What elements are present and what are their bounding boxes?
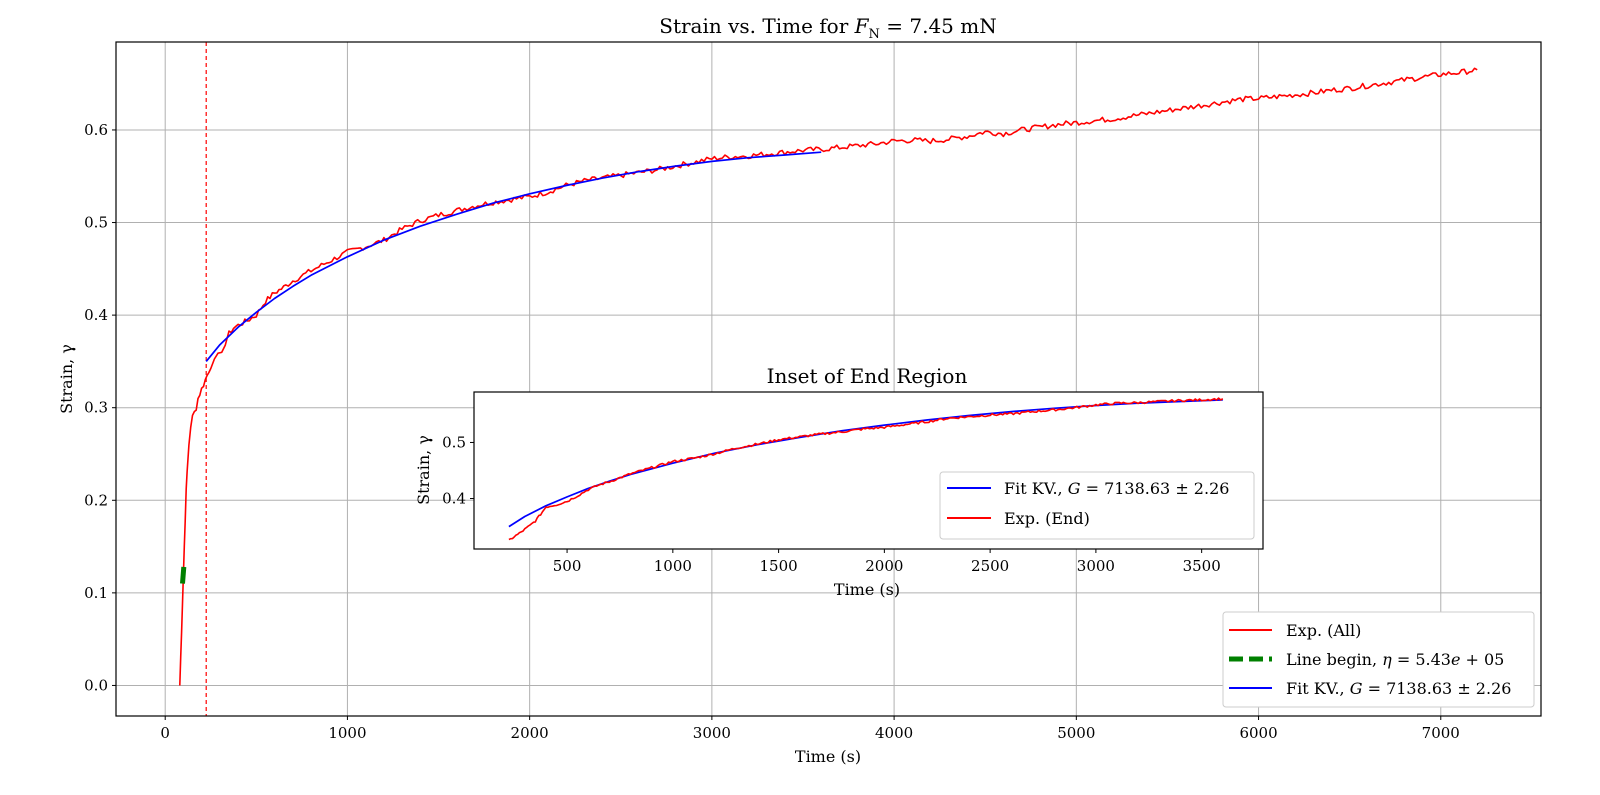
inset-legend-box bbox=[939, 471, 1255, 540]
x-tick-label: 1000 bbox=[654, 557, 692, 575]
y-tick-label: 0.5 bbox=[84, 214, 108, 232]
main-series-layer bbox=[179, 42, 1478, 716]
y-tick-label: 0.6 bbox=[84, 121, 108, 139]
main-title-subscript: N bbox=[869, 27, 880, 42]
series-line-line-begin-5-43e-05 bbox=[180, 566, 187, 584]
inset-plot-frame bbox=[473, 391, 1264, 550]
main-legend-linebegin-label: Line begin, η = 5.43e + 05 bbox=[1286, 650, 1504, 669]
main-legend-box bbox=[1222, 611, 1535, 708]
x-tick-label: 500 bbox=[553, 557, 582, 575]
x-tick-label: 3000 bbox=[693, 724, 731, 742]
main-x-axis-ticks: 0 1000 2000 3000 4000 5000 6000 7000 bbox=[160, 716, 1460, 742]
main-title-symbol: F bbox=[854, 14, 870, 38]
inset-chart-title: Inset of End Region bbox=[767, 364, 968, 388]
x-tick-label: 0 bbox=[160, 724, 170, 742]
inset-x-axis-ticks: 500 1000 1500 2000 2500 3000 3500 bbox=[553, 549, 1221, 575]
main-legend-exp-label: Exp. (All) bbox=[1286, 621, 1361, 640]
x-tick-label: 2500 bbox=[971, 557, 1009, 575]
inset-legend: Fit KV., G = 7138.63 ± 2.26 Exp. (End) bbox=[939, 471, 1255, 540]
x-tick-label: 4000 bbox=[875, 724, 913, 742]
y-tick-label: 0.5 bbox=[442, 433, 466, 451]
inset-x-axis-label: Time (s) bbox=[834, 580, 900, 599]
main-plot-frame bbox=[115, 41, 1542, 717]
inset-legend-fit-label: Fit KV., G = 7138.63 ± 2.26 bbox=[1004, 479, 1229, 498]
inset-legend-exp-label: Exp. (End) bbox=[1004, 509, 1090, 528]
inset-y-axis-ticks: 0.4 0.5 bbox=[442, 433, 474, 508]
series-line-exp-end bbox=[508, 397, 1224, 541]
x-tick-label: 3000 bbox=[1077, 557, 1115, 575]
y-tick-label: 0.0 bbox=[84, 676, 108, 694]
y-tick-label: 0.3 bbox=[84, 399, 108, 417]
x-tick-label: 2000 bbox=[511, 724, 549, 742]
x-tick-label: 6000 bbox=[1239, 724, 1277, 742]
y-tick-label: 0.4 bbox=[84, 306, 108, 324]
main-title-prefix: Strain vs. Time for bbox=[659, 14, 854, 38]
x-tick-label: 2000 bbox=[865, 557, 903, 575]
inset-chart: 500 1000 1500 2000 2500 3000 3500 0.4 0.5 Inset… bbox=[414, 364, 1264, 599]
y-tick-label: 0.2 bbox=[84, 491, 108, 509]
main-chart-title: Strain vs. Time for FN = 7.45 mN bbox=[659, 14, 996, 42]
main-legend: Exp. (All) Line begin, η = 5.43e + 05 Fi… bbox=[1222, 611, 1535, 708]
x-tick-label: 3500 bbox=[1183, 557, 1221, 575]
x-tick-label: 1000 bbox=[328, 724, 366, 742]
main-x-axis-label: Time (s) bbox=[795, 747, 861, 766]
x-tick-label: 1500 bbox=[760, 557, 798, 575]
main-legend-fit-label: Fit KV., G = 7138.63 ± 2.26 bbox=[1286, 679, 1511, 698]
main-y-axis-label: Strain, γ bbox=[57, 344, 76, 414]
series-line-fit-kv-g-7138-63-2-26 bbox=[205, 151, 822, 362]
x-tick-label: 7000 bbox=[1422, 724, 1460, 742]
y-tick-label: 0.4 bbox=[442, 490, 466, 508]
inset-series-layer bbox=[508, 397, 1224, 541]
inset-y-axis-label: Strain, γ bbox=[414, 435, 433, 505]
main-y-axis-ticks: 0.0 0.1 0.2 0.3 0.4 0.5 0.6 bbox=[84, 121, 116, 694]
y-tick-label: 0.1 bbox=[84, 584, 108, 602]
main-title-suffix: = 7.45 mN bbox=[880, 14, 997, 38]
x-tick-label: 5000 bbox=[1057, 724, 1095, 742]
